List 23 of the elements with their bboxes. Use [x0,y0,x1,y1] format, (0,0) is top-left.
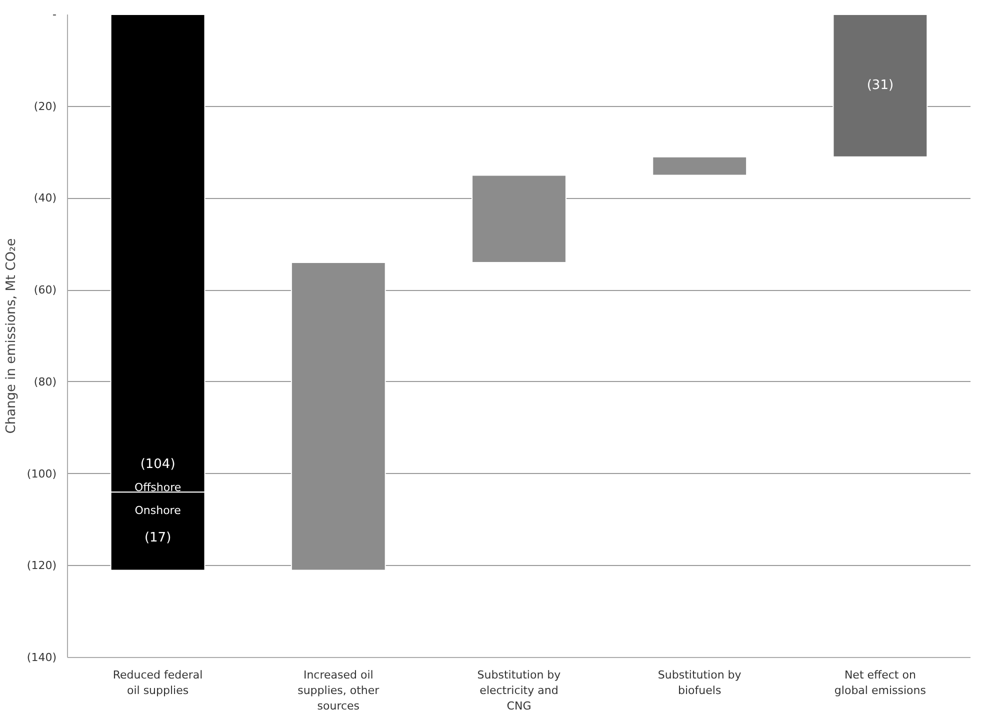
data-label: (104) [140,457,176,472]
y-tick-label: (20) [34,100,57,113]
y-tick-label: (80) [34,375,57,388]
x-tick-label: Reduced federal oil supplies [112,668,203,698]
bar [832,14,928,158]
series-label: Offshore [134,481,182,494]
y-tick-label: (40) [34,192,57,205]
data-label: (17) [144,530,172,546]
x-tick-label: Substitution by electricity and CNG [477,668,562,713]
y-tick-label: (100) [26,467,57,480]
data-label: (31) [866,78,894,94]
y-axis-title: Change in emissions, Mt CO₂e [4,238,19,434]
y-tick-label: - [52,8,57,21]
x-tick-label: Substitution by biofuels [658,668,742,698]
x-tick-label: Net effect on global emissions [834,668,926,698]
bar [472,174,566,264]
y-tick-label: (60) [34,284,57,297]
y-tick-label: (120) [26,559,57,572]
y-tick-label: (140) [26,651,57,664]
series-label: Onshore [134,504,182,518]
bar [652,156,748,176]
x-tick-label: Increased oil supplies, other sources [298,668,380,713]
bar [290,262,386,571]
